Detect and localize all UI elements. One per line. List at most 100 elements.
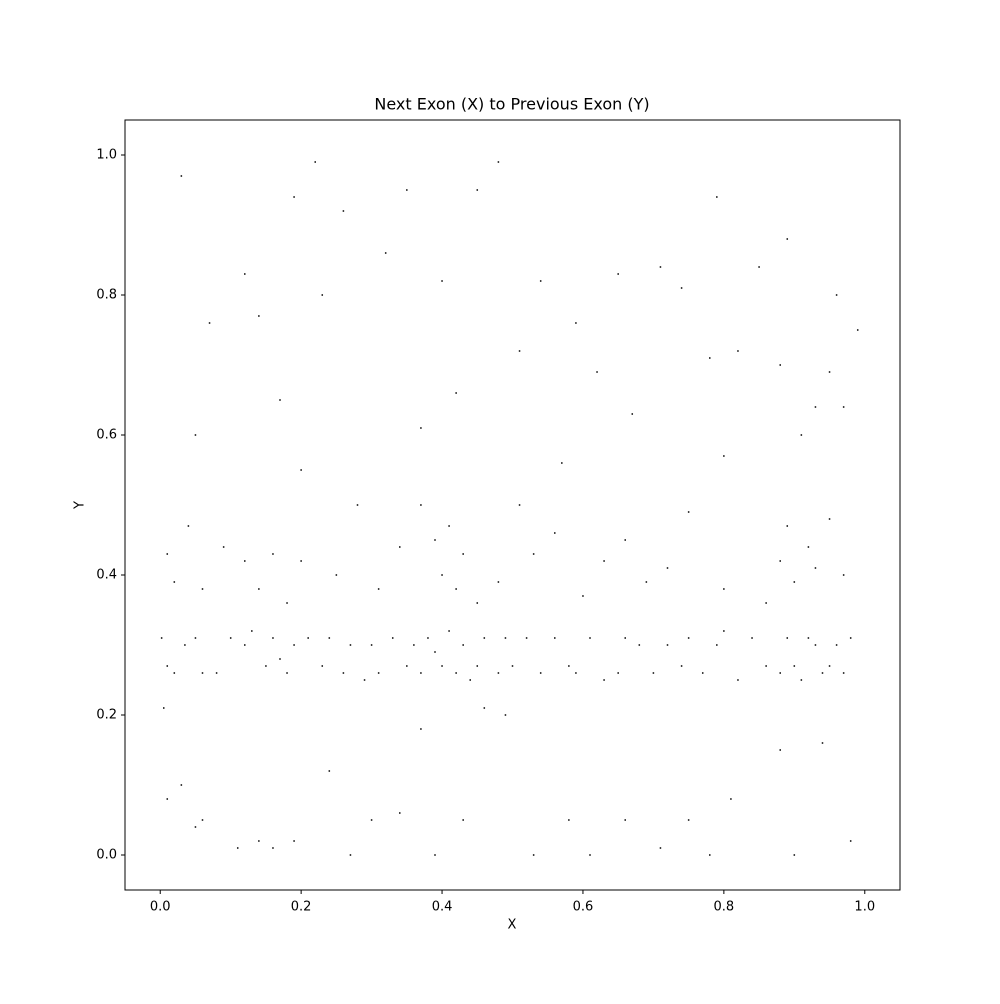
point xyxy=(462,553,464,555)
y-tick-label: 1.0 xyxy=(96,148,117,163)
point xyxy=(814,406,817,408)
point xyxy=(497,672,500,674)
point xyxy=(342,672,345,674)
point xyxy=(476,602,479,604)
point xyxy=(793,665,796,667)
point xyxy=(406,189,408,191)
point xyxy=(554,532,556,534)
point xyxy=(251,630,253,632)
point xyxy=(765,602,767,604)
y-axis-label: Y xyxy=(73,501,88,510)
point xyxy=(184,644,186,646)
point xyxy=(807,637,810,639)
point xyxy=(709,357,711,359)
point xyxy=(737,679,739,681)
point xyxy=(849,840,852,842)
point xyxy=(462,644,464,646)
point xyxy=(842,672,845,674)
point xyxy=(828,371,831,373)
point xyxy=(173,581,176,583)
point xyxy=(624,539,626,541)
point xyxy=(377,672,380,674)
point xyxy=(624,637,626,639)
point xyxy=(180,175,183,177)
point xyxy=(236,847,239,849)
point xyxy=(300,469,302,471)
point xyxy=(321,294,324,296)
point xyxy=(462,819,464,821)
point xyxy=(328,770,331,772)
point xyxy=(434,651,436,653)
point xyxy=(420,427,422,429)
point xyxy=(666,567,669,569)
point xyxy=(659,847,662,849)
point xyxy=(779,749,781,751)
point xyxy=(793,581,796,583)
point xyxy=(342,210,345,212)
point xyxy=(328,637,331,639)
point xyxy=(723,588,725,590)
point xyxy=(293,840,295,842)
point xyxy=(363,679,366,681)
point xyxy=(779,364,781,366)
point xyxy=(828,518,831,520)
point xyxy=(793,854,796,856)
y-tick-label: 0.8 xyxy=(96,288,117,303)
point xyxy=(420,504,422,506)
point xyxy=(504,714,507,716)
y-tick-label: 0.4 xyxy=(96,568,117,583)
point xyxy=(413,644,415,646)
point xyxy=(596,371,598,373)
point xyxy=(476,189,479,191)
point xyxy=(779,560,781,562)
point xyxy=(314,161,316,163)
point xyxy=(561,462,563,464)
point xyxy=(807,546,810,548)
point xyxy=(582,595,584,597)
point xyxy=(589,637,591,639)
point xyxy=(420,728,422,730)
point xyxy=(194,637,197,639)
point xyxy=(265,665,267,667)
point xyxy=(786,238,789,240)
point xyxy=(758,266,760,268)
point xyxy=(814,567,817,569)
y-tick-label: 0.0 xyxy=(96,848,117,863)
point xyxy=(258,315,260,317)
point xyxy=(835,294,838,296)
point xyxy=(441,574,443,576)
point xyxy=(568,819,570,821)
point xyxy=(687,511,690,513)
point xyxy=(194,434,197,436)
point xyxy=(680,665,683,667)
point xyxy=(427,637,429,639)
point xyxy=(835,644,838,646)
point xyxy=(208,322,211,324)
point xyxy=(497,161,500,163)
point xyxy=(645,581,648,583)
point xyxy=(166,798,169,800)
x-tick-label: 0.2 xyxy=(291,900,312,915)
point xyxy=(307,637,309,639)
point xyxy=(786,637,789,639)
point xyxy=(638,644,641,646)
point xyxy=(293,644,295,646)
point xyxy=(631,413,634,415)
point xyxy=(603,560,605,562)
y-tick-label: 0.6 xyxy=(96,428,117,443)
point xyxy=(399,812,401,814)
point xyxy=(849,637,852,639)
point xyxy=(589,854,591,856)
point xyxy=(652,672,655,674)
point xyxy=(173,672,176,674)
point xyxy=(716,644,718,646)
point xyxy=(434,854,436,856)
point xyxy=(370,644,373,646)
x-tick-label: 0.6 xyxy=(573,900,594,915)
point xyxy=(687,637,690,639)
point xyxy=(497,581,500,583)
point xyxy=(716,196,718,198)
point xyxy=(765,665,767,667)
point xyxy=(286,672,288,674)
